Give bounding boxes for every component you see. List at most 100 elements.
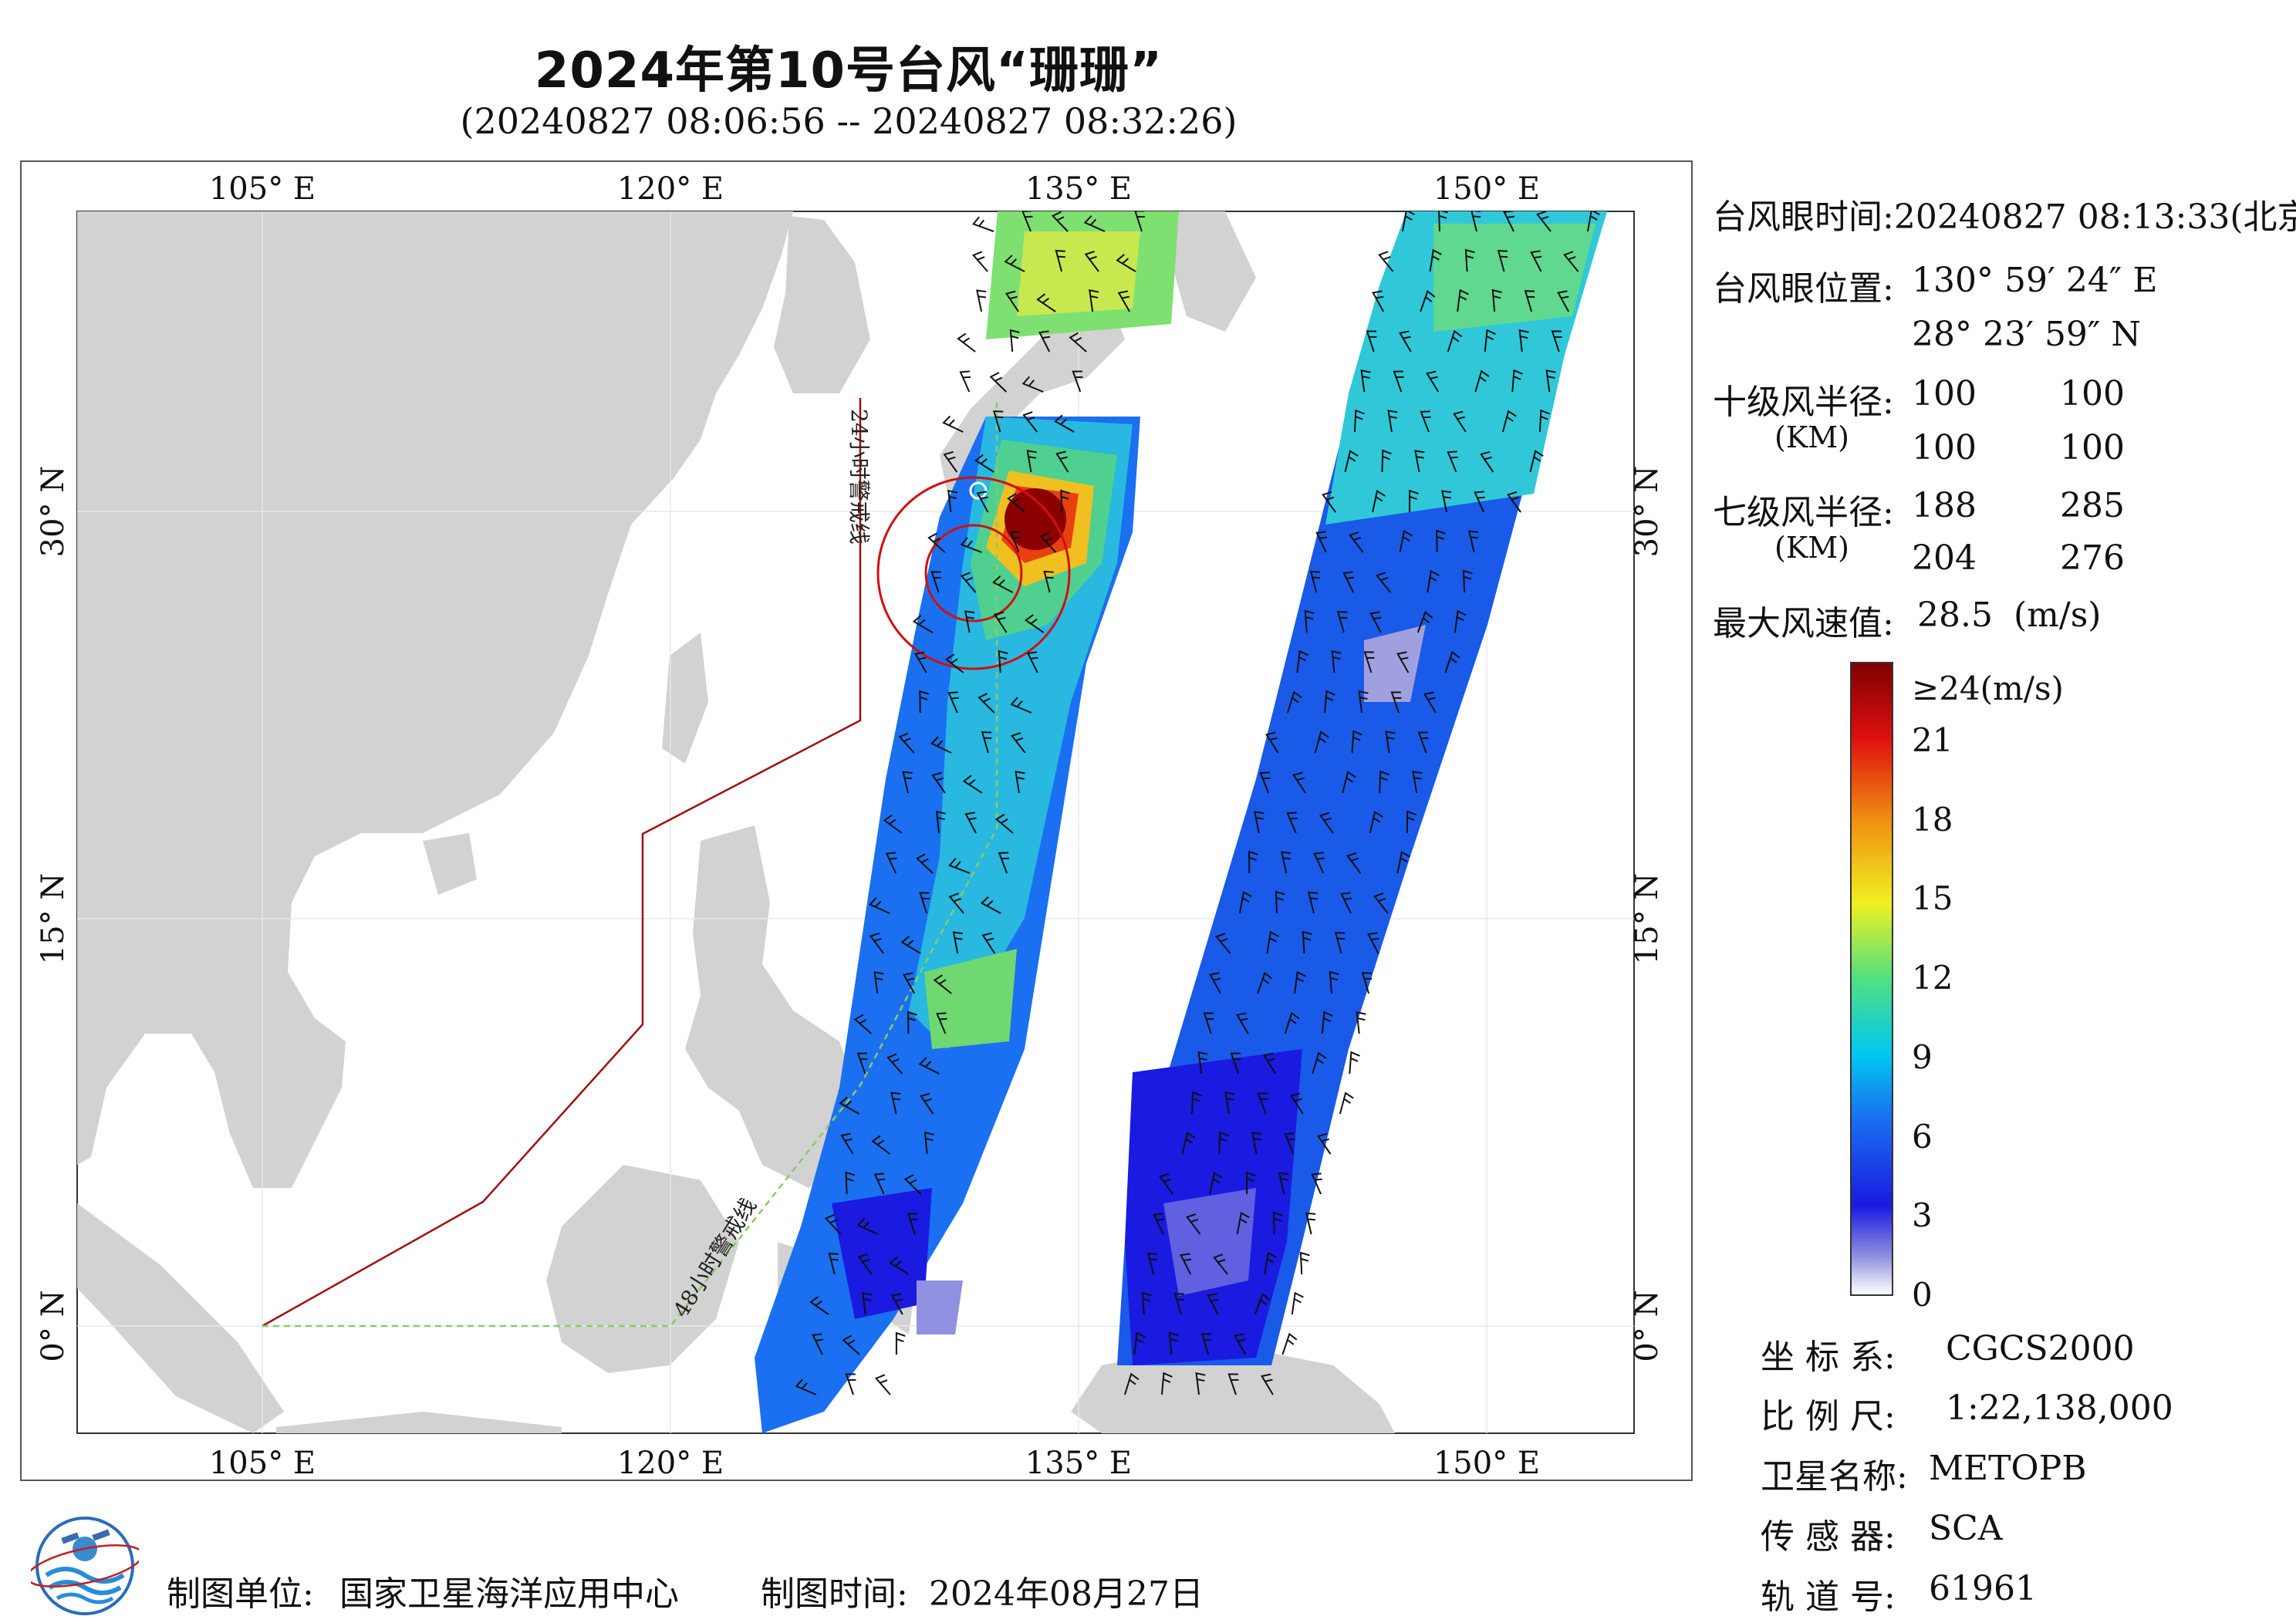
wind-barb [1004,255,1025,272]
wind-barb [1447,450,1458,473]
wind-barb [1203,1012,1214,1034]
wind-barb [1299,1251,1310,1275]
r7-value: 204 [1912,538,1977,578]
r10-unit: (KM) [1774,420,1849,454]
wind-barb [868,897,890,914]
wind-barb [1224,1092,1235,1115]
wind-barb [902,771,913,794]
wind-barb [1311,1173,1322,1195]
wind-barb [1427,569,1440,593]
wind-barb [1257,1092,1268,1115]
wind-barb [1010,732,1026,754]
wind-barb [1207,1293,1219,1315]
wind-barb [1043,570,1054,593]
wind-barb [1266,930,1279,954]
wind-barb [1557,290,1570,312]
wind-barb [1055,450,1069,473]
wind-barb [1009,531,1021,553]
wind-barb [1331,650,1342,673]
wind-barb [1305,1212,1316,1235]
wind-barb [907,1011,917,1034]
wind-barb [1529,450,1544,473]
wind-barb [1278,1172,1289,1195]
wind-field-map[interactable]: 24小时警戒线 48小时警戒线 105° E 120° E 135° E 150… [22,162,1691,1480]
wind-barb [1021,376,1044,393]
wind-barb [907,1213,918,1235]
right-lat-label: 15° N [1629,873,1665,965]
wind-barb [1284,1011,1300,1034]
swath-east [1117,211,1607,1365]
wind-barb [936,1012,947,1034]
wind-barb [1385,731,1396,754]
wind-barb [1007,493,1026,513]
r10-value: 100 [1912,428,1977,467]
wind-barb [1304,609,1315,633]
wind-barb [903,1174,922,1195]
max-wind-unit: (m/s) [2014,596,2102,635]
wind-barb [1420,289,1436,312]
color-legend-bar [1850,662,1893,1296]
wind-barb [1195,1372,1206,1395]
right-lat-label: 0° N [1629,1290,1665,1361]
wind-barb [1536,211,1551,232]
wind-barb [1134,211,1145,232]
wind-barb [885,852,897,874]
top-lon-label: 120° E [617,171,724,207]
legend-tick-label: 0 [1912,1276,1933,1314]
wind-barb [1322,491,1336,513]
coord-label: 坐 标 系: [1761,1338,1896,1377]
page-title: 2024年第10号台风“珊珊” [534,42,1163,100]
wind-barb [1436,529,1446,553]
wind-barb [1317,1132,1332,1155]
wind-barb [1227,1373,1239,1395]
wind-barb [1265,731,1279,754]
wind-barb [1454,609,1467,633]
map-frame [20,160,1693,1481]
wind-barb [898,732,915,754]
wind-barb [1372,290,1385,312]
wind-barb [1180,1253,1192,1275]
typhoon-radius-circles [876,476,1071,670]
wind-barb [1336,611,1348,633]
wind-barb [1168,1331,1179,1355]
wind-barb [1238,890,1252,914]
wind-barb [1358,690,1369,714]
eye-time-label: 台风眼时间: [1713,197,1894,237]
wind-barb [1173,1293,1185,1315]
wind-barb [840,1132,854,1155]
wind-barb [918,1057,940,1075]
wind-barb [1021,211,1033,232]
wind-barb [1360,369,1371,393]
wind-barb [1286,812,1298,834]
wind-barb [1055,249,1065,272]
wind-barb [1257,971,1273,994]
date-value: 2024年08月27日 [929,1574,1204,1614]
wind-barb [914,651,927,673]
legend-tick-label: 6 [1912,1117,1933,1156]
wind-barb [1259,771,1271,794]
wind-barb [1312,1051,1327,1075]
wind-barb [1263,1052,1277,1075]
typhoon-eye-marker [969,481,988,500]
left-lat-label: 30° N [35,466,71,558]
wind-barb [977,693,995,714]
wind-barb [1426,370,1440,393]
bottom-lon-label: 120° E [617,1446,724,1480]
wind-barb [1291,1291,1304,1315]
wind-barb [842,1335,860,1355]
wind-barb [1051,211,1069,232]
time-range-subtitle: (20240827 08:06:56 -- 20240827 08:32:26) [460,100,1237,142]
r10-value: 100 [1912,374,1977,413]
legend-top-label: ≥24(m/s) [1912,670,2064,707]
wind-barb [1342,571,1355,593]
wind-barb [869,932,885,954]
wind-barb [1083,215,1106,232]
wind-barb [1511,369,1523,393]
wind-barb [920,1092,934,1115]
r10-value: 100 [2060,374,2125,413]
wind-barb [1381,449,1392,473]
wind-barb [1453,410,1467,433]
wind-barb [1315,531,1328,553]
r10-label: 十级风半径: [1713,383,1894,422]
wind-barb [1414,450,1425,473]
